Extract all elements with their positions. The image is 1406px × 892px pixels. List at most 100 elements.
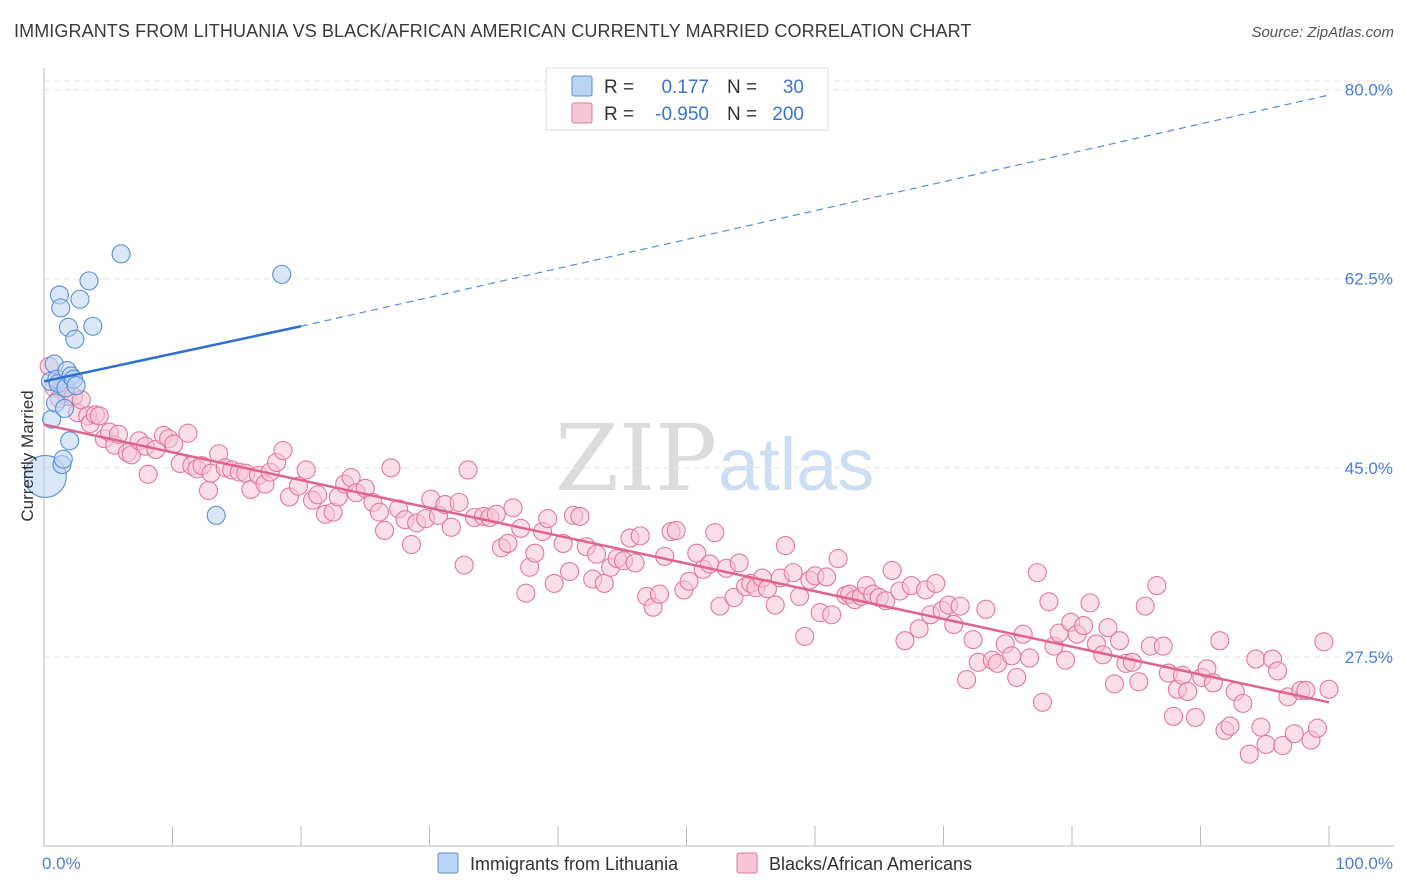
data-point-blacks [273,440,293,461]
data-point-blacks [1002,646,1022,666]
y-tick-label: 27.5% [1345,648,1393,667]
data-point-blacks [454,555,474,575]
source-credit: Source: ZipAtlas.com [1251,24,1394,41]
data-point-blacks [822,605,842,625]
watermark-atlas: atlas [718,423,874,506]
data-point-blacks [525,543,545,563]
bottom-legend-swatch-blacks [736,852,758,874]
y-axis-label: Currently Married [18,390,37,521]
data-point-blacks [1109,631,1130,651]
trend-line-lithuania [43,325,302,383]
data-point-blacks [296,460,316,480]
data-point-blacks [1185,707,1205,727]
data-point-blacks [1273,735,1293,756]
data-point-blacks [957,670,977,690]
data-point-lithuania [60,431,80,451]
data-point-blacks [1098,618,1118,638]
data-point-blacks [710,596,730,616]
data-point-blacks [1251,717,1271,737]
legend-r-label: R = [604,104,634,125]
legend: R = 0.177 N = 30 R = -0.950 N = 200 [545,67,829,131]
y-tick-label: 45.0% [1345,459,1393,478]
data-point-blacks [944,614,964,635]
legend-n-label: N = [727,104,757,125]
data-point-blacks [1307,718,1327,738]
data-point-blacks [516,583,536,603]
data-point-blacks [1178,681,1198,702]
data-point-blacks [1020,648,1040,668]
trend-line-lithuania-extension [300,94,1330,327]
data-point-blacks [687,543,707,563]
data-point-lithuania [51,298,71,318]
data-point-blacks [1314,632,1334,652]
data-point-blacks [560,561,580,582]
data-point-blacks [630,526,650,546]
x-tick-label-max: 100.0% [1335,854,1393,873]
y-tick-labels: 27.5% 45.0% 62.5% 80.0% [1345,81,1393,667]
data-point-blacks [570,506,590,526]
data-point-blacks [625,553,645,573]
data-point-lithuania [79,271,99,291]
data-point-blacks [1104,674,1124,694]
data-point-blacks [1268,661,1288,681]
data-point-lithuania [53,449,73,469]
data-point-blacks [765,595,785,615]
data-point-blacks [89,406,109,426]
data-point-blacks [1163,706,1184,726]
bottom-legend-swatch-lithuania [437,852,459,874]
y-tick-label: 62.5% [1345,270,1393,289]
data-point-blacks [649,584,670,604]
legend-box [545,67,829,131]
data-point-lithuania [70,289,90,309]
watermark: ZIP atlas [555,405,874,512]
data-point-lithuania [65,329,85,349]
data-point-lithuania [206,505,226,525]
data-point-blacks [1246,649,1266,669]
data-point-blacks [538,509,558,529]
trend-lines [43,94,1330,704]
data-point-blacks [374,520,395,541]
data-point-blacks [926,573,946,593]
data-point-blacks [178,423,198,443]
trend-line-blacks [43,423,1330,704]
data-point-blacks [449,492,469,512]
data-point-blacks [1032,692,1052,712]
data-point-blacks [138,464,158,484]
data-point-blacks [1039,592,1059,612]
data-point-blacks [963,630,983,650]
data-point-blacks [882,560,902,581]
x-ticks [43,826,1330,846]
legend-r-value: -0.950 [655,104,709,125]
data-point-blacks [308,485,328,505]
data-point-blacks [976,599,996,619]
data-point-blacks [950,596,970,616]
data-point-blacks [1153,636,1173,656]
data-point-blacks [795,626,815,646]
data-point-blacks [401,534,422,555]
data-point-blacks [895,631,915,651]
data-point-lithuania [272,264,292,284]
data-point-lithuania [111,244,131,264]
legend-r-value: 0.177 [661,77,709,98]
data-point-blacks [381,458,401,478]
data-point-blacks [1210,631,1230,651]
chart-title: IMMIGRANTS FROM LITHUANIA VS BLACK/AFRIC… [14,21,972,41]
data-point-blacks [498,533,518,553]
data-point-blacks [1129,672,1149,692]
legend-n-value: 200 [772,104,804,125]
data-point-blacks [783,563,803,583]
data-point-lithuania [55,398,75,418]
data-point-blacks [909,619,929,639]
data-point-blacks [1233,693,1253,713]
bottom-legend-label-blacks: Blacks/African Americans [769,854,972,874]
data-point-lithuania [66,376,86,396]
data-point-blacks [1296,680,1316,700]
data-point-blacks [666,520,686,541]
data-point-blacks [544,573,564,593]
legend-r-label: R = [604,77,634,98]
data-point-blacks [586,544,607,564]
data-point-blacks [1147,576,1167,596]
legend-n-label: N = [727,77,757,98]
data-point-lithuania [83,316,103,336]
